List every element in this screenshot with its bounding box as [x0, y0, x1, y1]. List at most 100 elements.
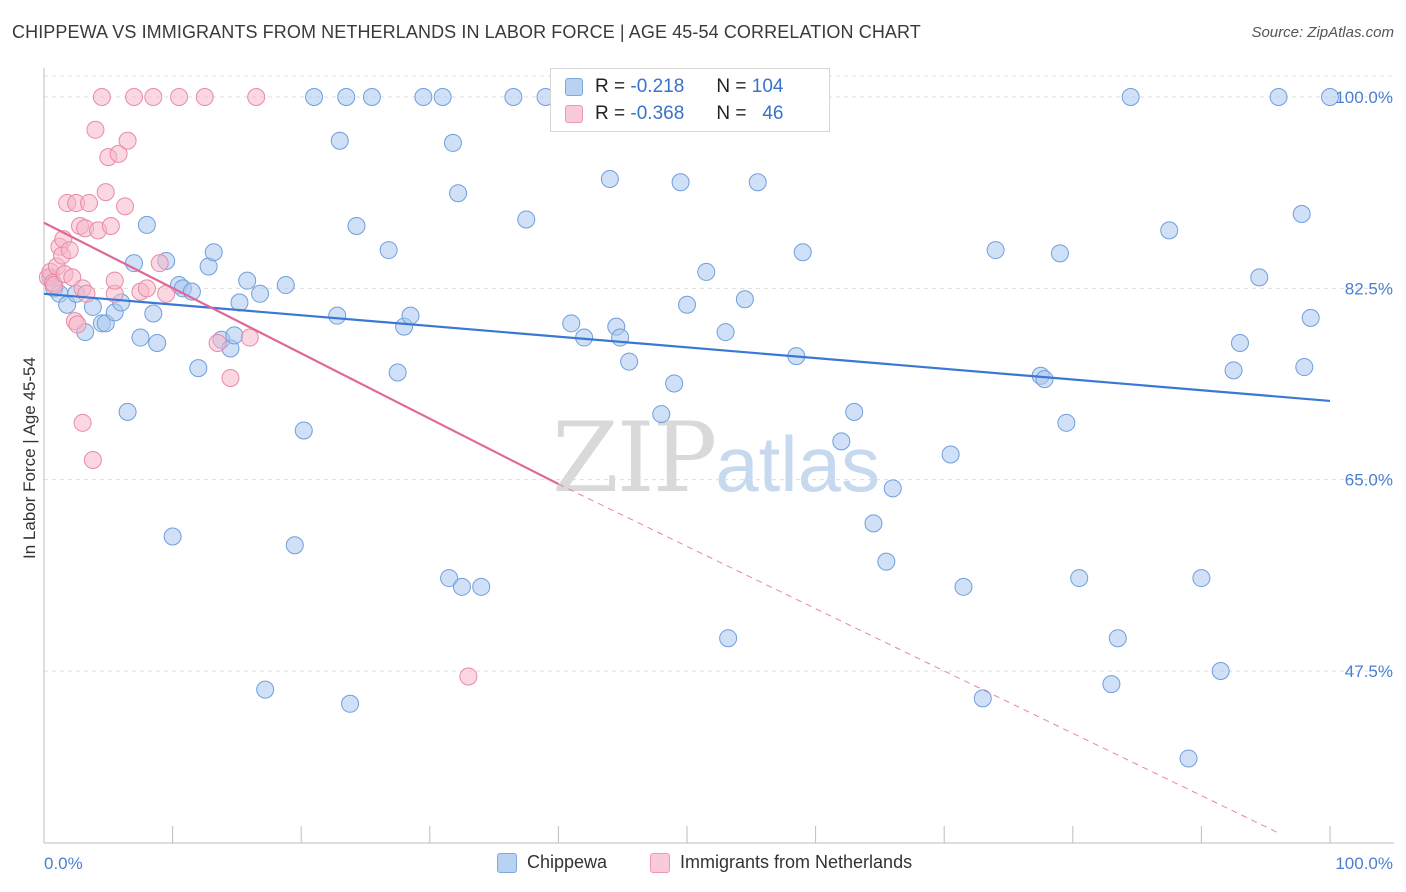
netherlands-point	[118, 131, 137, 150]
chippewa-point	[877, 552, 896, 571]
y-tick-label: 47.5%	[1345, 662, 1393, 681]
netherlands-point	[60, 241, 79, 260]
netherlands-point	[77, 284, 96, 303]
chippewa-point	[620, 352, 639, 371]
netherlands-points	[38, 88, 478, 686]
netherlands-point	[125, 88, 144, 106]
chippewa-point	[735, 290, 754, 309]
chippewa-point	[452, 577, 471, 596]
chippewa-point	[665, 374, 684, 393]
chippewa-point	[671, 173, 690, 192]
chippewa-point	[189, 359, 208, 378]
netherlands-point	[240, 328, 259, 347]
chippewa-point	[1295, 358, 1314, 377]
netherlands-point	[208, 334, 227, 352]
netherlands-point	[459, 667, 478, 686]
netherlands-point	[45, 276, 64, 295]
netherlands-point	[86, 120, 105, 139]
netherlands-point	[101, 217, 120, 236]
netherlands-point	[73, 413, 92, 432]
chippewa-point	[443, 133, 462, 152]
chippewa-point	[294, 421, 313, 440]
chippewa-point	[118, 402, 137, 421]
chippewa-point	[517, 210, 536, 229]
chippewa-point	[793, 243, 812, 262]
legend-n-value: 46	[762, 103, 784, 124]
legend-swatch-netherlands	[565, 105, 583, 123]
x-tick-label: 100.0%	[1335, 854, 1393, 873]
y-axis-title: In Labor Force | Age 45-54	[20, 357, 39, 559]
chippewa-point	[1102, 675, 1121, 694]
netherlands-point	[83, 450, 102, 469]
chippewa-point	[1160, 221, 1179, 240]
netherlands-trend-extension	[558, 483, 1279, 834]
chippewa-point	[600, 170, 619, 188]
chippewa-point	[1070, 569, 1089, 588]
legend-swatch-chippewa	[565, 78, 583, 96]
chippewa-point	[341, 694, 360, 713]
chippewa-point	[986, 241, 1005, 260]
chippewa-point	[716, 323, 735, 342]
chippewa-point	[328, 306, 347, 325]
axes	[43, 68, 1394, 844]
chippewa-point	[414, 88, 433, 106]
chippewa-point	[1035, 370, 1054, 389]
chippewa-point	[285, 536, 304, 555]
legend-r-value: -0.368	[630, 103, 685, 124]
watermark-atlas: atlas	[715, 420, 880, 508]
chippewa-point	[144, 304, 163, 323]
y-tick-label: 82.5%	[1345, 279, 1393, 298]
chippewa-point	[225, 326, 244, 345]
chippewa-point	[1292, 204, 1311, 223]
chippewa-point	[883, 479, 902, 498]
chippewa-point	[238, 271, 257, 290]
legend-n-label: N =	[716, 76, 747, 97]
legend-swatch-netherlands	[650, 852, 670, 873]
chippewa-point	[973, 689, 992, 708]
netherlands-point	[109, 144, 128, 163]
chippewa-point	[1050, 244, 1069, 263]
chippewa-point	[1211, 662, 1230, 680]
legend-row-chippewa: R = -0.218 N = 104	[565, 75, 783, 99]
chippewa-point	[611, 328, 630, 347]
chippewa-point	[1179, 749, 1198, 768]
chippewa-point	[864, 514, 883, 533]
chippewa-point	[1057, 413, 1076, 432]
netherlands-point	[137, 279, 156, 298]
chippewa-points	[41, 88, 1339, 768]
chippewa-point	[1230, 334, 1249, 352]
legend-label-chippewa: Chippewa	[527, 852, 608, 872]
chart-title: CHIPPEWA VS IMMIGRANTS FROM NETHERLANDS …	[12, 22, 921, 42]
netherlands-point	[116, 197, 135, 216]
chippewa-point	[131, 328, 150, 347]
legend-row-netherlands: R = -0.368 N = 46	[565, 102, 783, 126]
chippewa-point	[1250, 268, 1269, 287]
chippewa-point	[1321, 88, 1339, 106]
chippewa-point	[401, 306, 420, 325]
chippewa-point	[697, 262, 716, 281]
chippewa-point	[163, 527, 182, 546]
watermark-zip: ZIP	[552, 402, 717, 514]
watermark: ZIPatlas	[552, 402, 880, 514]
chippewa-trend-line	[43, 292, 1331, 403]
legend-label-netherlands: Immigrants from Netherlands	[680, 852, 913, 872]
chippewa-point	[347, 217, 366, 236]
legend-item-chippewa[interactable]: Chippewa	[497, 852, 607, 873]
legend-n-value: 104	[751, 76, 784, 97]
chippewa-point	[305, 88, 324, 106]
chippewa-point	[1192, 569, 1211, 588]
chippewa-point	[256, 680, 275, 699]
netherlands-point	[195, 88, 214, 106]
grid-lines	[44, 75, 1394, 672]
axis-labels: 47.5% 65.0% 82.5% 100.0% 0.0% 100.0% In Labor …	[20, 88, 1393, 873]
netherlands-point	[63, 268, 82, 287]
chippewa-point	[1108, 629, 1127, 648]
chippewa-point	[504, 88, 523, 106]
chippewa-point	[472, 577, 491, 596]
netherlands-point	[144, 88, 163, 106]
chippewa-point	[562, 314, 581, 333]
chippewa-point	[137, 215, 156, 234]
netherlands-trend-line	[43, 221, 559, 486]
trend-lines	[43, 221, 1331, 834]
legend-item-netherlands[interactable]: Immigrants from Netherlands	[650, 852, 912, 873]
